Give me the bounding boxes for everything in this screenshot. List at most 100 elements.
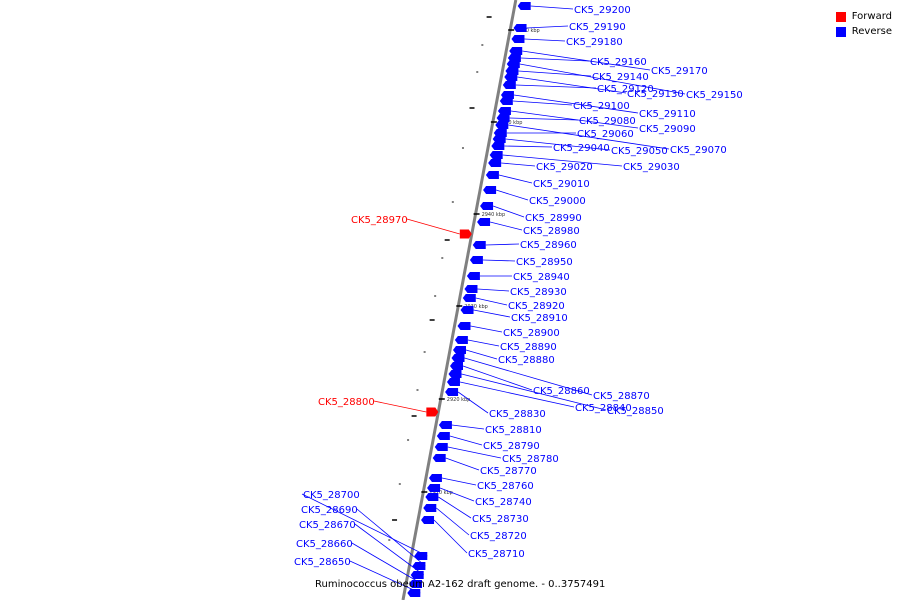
reverse-gene-block (460, 306, 474, 314)
reverse-gene-label: CK5_28770 (480, 466, 537, 477)
reverse-gene-block (489, 151, 503, 159)
reverse-gene-label: CK5_28980 (523, 226, 580, 237)
reverse-gene-label: CK5_29040 (553, 143, 610, 154)
gene-leader-line (473, 309, 511, 318)
forward-gene-arrow (426, 407, 439, 417)
forward-swatch (835, 11, 846, 22)
gene-leader-line (461, 373, 607, 411)
gene-leader-line (438, 496, 472, 519)
reverse-gene-label: CK5_28830 (489, 409, 546, 420)
gene-leader-line (509, 117, 579, 121)
reverse-swatch (835, 26, 846, 37)
position-label: 2960 kbp (516, 28, 540, 34)
gene-leader-line (482, 259, 516, 262)
reverse-gene-block (517, 2, 531, 10)
reverse-gene-block (407, 589, 421, 597)
reverse-gene-block (513, 24, 527, 32)
legend-item-reverse: Reverse (835, 24, 892, 39)
reverse-gene-label: CK5_29190 (569, 22, 626, 33)
position-label: 2930 kbp (464, 304, 488, 310)
reverse-gene-label: CK5_28700 (303, 490, 360, 501)
reverse-gene-label: CK5_29060 (577, 129, 634, 140)
gene-leader-line (477, 288, 510, 292)
forward-gene-label: CK5_28970 (351, 215, 408, 226)
gene-leader-line (351, 542, 423, 585)
gene-leader-line (439, 487, 475, 502)
genome-caption: Ruminococcus obeum A2-162 draft genome. … (315, 579, 606, 590)
reverse-gene-block (438, 421, 452, 429)
reverse-gene-block (511, 35, 525, 43)
reverse-gene-label: CK5_29010 (533, 179, 590, 190)
reverse-gene-block (492, 135, 506, 143)
reverse-gene-label: CK5_28790 (483, 441, 540, 452)
gene-leader-line (518, 70, 592, 77)
reverse-gene-label: CK5_28810 (485, 425, 542, 436)
gene-leader-line (524, 38, 566, 42)
reverse-gene-block (499, 97, 513, 105)
legend: Forward Reverse (835, 9, 892, 39)
reverse-gene-block (410, 571, 424, 579)
reverse-gene-label: CK5_28730 (472, 514, 529, 525)
gene-leader-line (505, 138, 611, 151)
reverse-gene-label: CK5_29170 (651, 66, 708, 77)
position-label: 2950 kbp (499, 120, 523, 126)
reverse-gene-label: CK5_28670 (299, 520, 356, 531)
reverse-gene-label: CK5_29020 (536, 162, 593, 173)
genome-backbone (401, 0, 518, 600)
gene-leader-line (489, 221, 523, 231)
reverse-gene-label: CK5_28690 (301, 505, 358, 516)
reverse-gene-label: CK5_28950 (516, 257, 573, 268)
reverse-gene-label: CK5_29110 (639, 109, 696, 120)
reverse-gene-label: CK5_29090 (639, 124, 696, 135)
gene-leader-line (492, 205, 525, 218)
reverse-gene-label: CK5_28850 (607, 406, 664, 417)
forward-gene-arrow (459, 229, 472, 239)
reverse-gene-label: CK5_28920 (508, 301, 565, 312)
legend-label-reverse: Reverse (851, 26, 892, 37)
reverse-gene-block (448, 370, 462, 378)
reverse-gene-label: CK5_28910 (511, 313, 568, 324)
reverse-gene-label: CK5_29130 (627, 89, 684, 100)
reverse-gene-label: CK5_29160 (590, 57, 647, 68)
reverse-gene-block (428, 474, 442, 482)
gene-leader-line (513, 94, 639, 114)
reverse-gene-block (483, 186, 497, 194)
gene-leader-line (495, 189, 529, 201)
reverse-gene-label: CK5_28870 (593, 391, 650, 402)
gene-leader-line (356, 508, 426, 567)
reverse-gene-block (462, 294, 476, 302)
reverse-gene-block (445, 388, 459, 396)
reverse-gene-label: CK5_28660 (296, 539, 353, 550)
gene-leader-line (464, 357, 593, 396)
reverse-gene-label: CK5_28720 (470, 531, 527, 542)
gene-leader-line (451, 424, 485, 430)
reverse-gene-block (453, 346, 466, 354)
reverse-gene-block (434, 443, 448, 451)
reverse-gene-label: CK5_28650 (294, 557, 351, 568)
gene-leader-line (465, 349, 498, 360)
reverse-gene-block (506, 60, 520, 68)
reverse-gene-label: CK5_28900 (503, 328, 560, 339)
gene-leader-line (502, 154, 623, 167)
gene-leader-line (530, 5, 574, 10)
reverse-gene-block (454, 336, 468, 344)
gene-leader-line (504, 145, 553, 148)
reverse-gene-label: CK5_29120 (597, 84, 654, 95)
reverse-gene-block (509, 47, 523, 55)
reverse-gene-label: CK5_28760 (477, 481, 534, 492)
gene-leader-line (406, 218, 460, 235)
gene-leader-line (517, 76, 627, 94)
gene-leader-line (467, 339, 500, 347)
reverse-gene-label: CK5_28930 (510, 287, 567, 298)
legend-item-forward: Forward (835, 9, 892, 24)
gene-leader-line (475, 297, 508, 306)
reverse-gene-block (464, 285, 478, 293)
gene-leader-line (441, 477, 477, 486)
reverse-gene-label: CK5_28860 (533, 386, 590, 397)
reverse-gene-label: CK5_29000 (529, 196, 586, 207)
gene-leader-line (501, 162, 536, 167)
reverse-gene-label: CK5_29080 (579, 116, 636, 127)
gene-leader-line (526, 25, 569, 29)
gene-leader-line (349, 560, 421, 594)
gene-leader-line (519, 63, 686, 95)
